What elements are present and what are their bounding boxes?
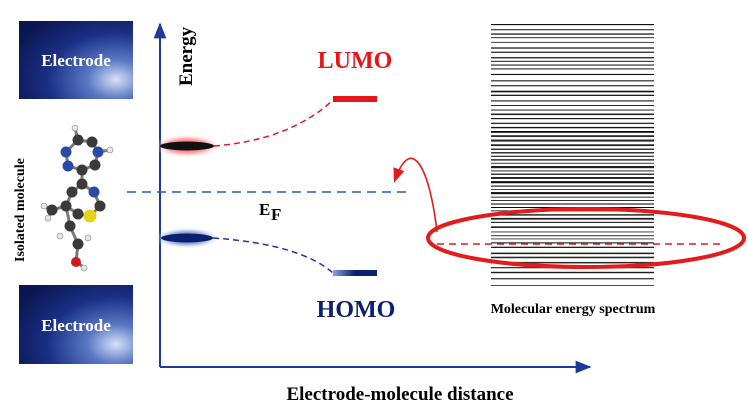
electrode-top: Electrode (19, 21, 133, 99)
spectrum-label: Molecular energy spectrum (491, 302, 656, 317)
spectrum-line (491, 217, 654, 220)
electrode-bottom-label: Electrode (41, 316, 111, 335)
spectrum-line (491, 109, 654, 111)
spectrum-line (491, 200, 654, 201)
spectrum-line (491, 73, 654, 76)
molecule-model (40, 124, 114, 272)
spectrum-line (491, 192, 654, 195)
spectrum-line (491, 68, 654, 70)
spectrum-line (491, 196, 654, 198)
spectrum-line (491, 29, 654, 31)
spectrum-line (491, 246, 654, 248)
spectrum-line (491, 166, 654, 169)
spectrum-line (491, 24, 654, 26)
spectrum-line (491, 90, 654, 93)
spectrum-line (491, 189, 654, 190)
spectrum-line (491, 235, 654, 237)
homo-label: HOMO (317, 297, 396, 323)
spectrum-line (491, 177, 654, 179)
fermi-level-label: E F (259, 200, 281, 224)
fermi-label-subscript: F (271, 205, 281, 224)
distance-axis-label: Electrode-molecule distance (286, 384, 513, 405)
spectrum-line (491, 152, 654, 154)
spectrum-line (491, 173, 654, 175)
spectrum-line (491, 238, 654, 240)
spectrum-line (491, 118, 654, 120)
spectrum-line (491, 33, 654, 35)
lumo-label: LUMO (318, 48, 393, 74)
spectrum-line (491, 221, 654, 223)
spectrum-line (491, 113, 654, 116)
spectrum-line (491, 252, 654, 255)
spectrum-line (491, 139, 654, 142)
spectrum-line (491, 126, 654, 129)
spectrum-line (491, 159, 654, 161)
spectrum-line (491, 131, 654, 133)
spectrum-line (491, 162, 654, 164)
fermi-highlight-ellipse (426, 207, 746, 269)
spectrum-line (491, 242, 654, 244)
spectrum-line (491, 105, 654, 107)
homo-level (153, 227, 377, 276)
spectrum-line (491, 256, 654, 259)
fermi-label-main: E (259, 200, 270, 219)
spectrum-line (491, 170, 654, 172)
spectrum-line (491, 51, 654, 53)
lumo-level (153, 96, 377, 158)
spectrum-line (491, 278, 654, 280)
spectrum-line (491, 57, 654, 59)
spectrum-line (491, 47, 654, 49)
spectrum-line (491, 37, 654, 39)
molecular-energy-spectrum (491, 24, 654, 286)
spectrum-line (491, 261, 654, 264)
spectrum-line (491, 64, 654, 66)
spectrum-line (491, 80, 654, 82)
spectrum-line (491, 135, 654, 138)
spectrum-line (491, 85, 654, 87)
electrode-top-label: Electrode (41, 51, 111, 70)
spectrum-line (491, 122, 654, 125)
spectrum-line (491, 60, 654, 62)
spectrum-line (491, 100, 654, 102)
spectrum-line (491, 226, 654, 228)
connector-arrow (393, 157, 438, 233)
electrode-bottom: Electrode (19, 285, 133, 364)
spectrum-line (491, 41, 654, 43)
spectrum-line (491, 185, 654, 187)
spectrum-line (491, 203, 654, 205)
isolated-molecule-label: Isolated molecule (13, 158, 28, 262)
energy-axis-label: Energy (176, 26, 197, 86)
spectrum-line (491, 155, 654, 157)
spectrum-line (491, 231, 654, 233)
spectrum-line (491, 271, 654, 274)
spectrum-line (491, 181, 654, 184)
spectrum-line (491, 94, 654, 96)
spectrum-line (491, 285, 654, 286)
spectrum-line (491, 148, 654, 150)
spectrum-line (491, 144, 654, 147)
spectrum-line (491, 214, 654, 216)
